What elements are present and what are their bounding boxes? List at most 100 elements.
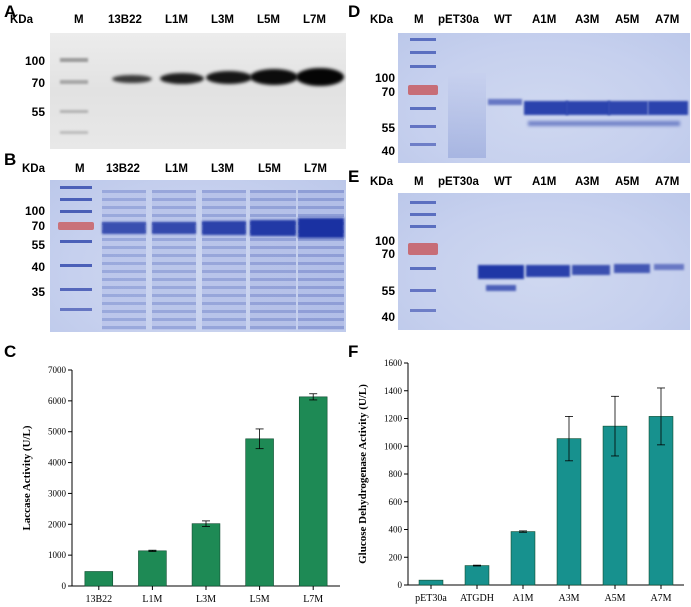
bar: [138, 550, 167, 587]
protein-band: [202, 221, 246, 235]
marker-band-red: [58, 222, 94, 230]
marker-band: [410, 143, 436, 146]
mw-marker-label: 40: [381, 144, 395, 158]
y-axis-label: Glucose Dehydrogenase Activity (U/L): [357, 384, 369, 564]
lane-label: A3M: [575, 14, 600, 26]
marker-band: [60, 288, 92, 291]
marker-band: [60, 131, 88, 134]
laccase-activity-chart: 0 1000 2000 3000 4000 5000 6000 7000 Laccase Act…: [21, 365, 340, 605]
y-tick-label: 200: [389, 552, 403, 562]
protein-band: [112, 75, 152, 83]
marker-band-red: [408, 85, 438, 95]
panel-letter-f: F: [348, 342, 359, 361]
lane-label: L1M: [165, 163, 188, 175]
marker-band-red: [408, 243, 438, 255]
mw-marker-label: 70: [381, 85, 395, 99]
protein-band: [654, 264, 684, 270]
protein-band: [486, 285, 516, 291]
lane-smear: [298, 190, 344, 330]
y-tick-label: 4000: [48, 458, 67, 468]
marker-band: [410, 65, 436, 68]
lane-smear: [152, 190, 196, 330]
lane-label-m: M: [414, 14, 424, 26]
lane-label: pET30a: [438, 14, 479, 26]
x-tick-label: L3M: [196, 594, 216, 605]
mw-marker-label: 100: [374, 71, 395, 85]
mw-marker-label: 70: [31, 76, 45, 90]
y-tick-label: 1000: [48, 550, 67, 560]
x-tick-label: L5M: [250, 594, 270, 605]
lane-label: A5M: [615, 176, 640, 188]
y-tick-label: 600: [389, 497, 403, 507]
marker-band: [60, 186, 92, 189]
marker-band: [410, 267, 436, 270]
mw-marker-label: 40: [31, 260, 45, 274]
sds-page-gel-image: [398, 193, 690, 330]
y-axis-label: Laccase Activity (U/L): [21, 425, 33, 530]
mw-marker-label: 100: [24, 204, 45, 218]
protein-band: [296, 68, 344, 86]
marker-band: [60, 308, 92, 311]
protein-band: [572, 265, 610, 275]
protein-band: [206, 71, 252, 84]
mw-marker-label: 70: [31, 219, 45, 233]
marker-band: [410, 107, 436, 110]
lane-label: pET30a: [438, 176, 479, 188]
lane-label: A1M: [532, 14, 557, 26]
mw-marker-label: 100: [374, 234, 395, 248]
panel-letter-e: E: [348, 167, 360, 186]
protein-band: [152, 222, 196, 234]
x-tick-label: L1M: [142, 594, 162, 605]
lane-label-m: M: [74, 14, 84, 26]
y-tick-label: 5000: [48, 427, 67, 437]
lane-label: 13B22: [106, 163, 140, 175]
protein-band: [524, 101, 568, 115]
bar: [510, 531, 536, 586]
mw-marker-label: 35: [31, 285, 45, 299]
mw-marker-label: 55: [31, 105, 45, 119]
y-tick-label: 0: [62, 581, 67, 591]
bar: [464, 565, 490, 586]
marker-band: [410, 213, 436, 216]
lane-label-m: M: [414, 176, 424, 188]
lane-smear: [102, 190, 146, 330]
bar: [298, 396, 328, 587]
protein-band: [608, 101, 648, 115]
y-tick-label: 800: [389, 469, 403, 479]
protein-band: [298, 218, 344, 238]
marker-band: [60, 240, 92, 243]
lane-label: A5M: [615, 14, 640, 26]
protein-band: [102, 222, 146, 234]
x-tick-label: pET30a: [415, 593, 447, 604]
protein-band: [478, 265, 524, 279]
protein-band: [250, 220, 296, 236]
x-tick-label: 13B22: [85, 594, 112, 605]
marker-band: [410, 51, 436, 54]
y-tick-label: 6000: [48, 396, 67, 406]
bar: [418, 579, 444, 586]
marker-band: [60, 210, 92, 213]
marker-band: [60, 264, 92, 267]
marker-band: [410, 125, 436, 128]
marker-band: [410, 201, 436, 204]
mw-marker-label: 55: [31, 238, 45, 252]
mw-marker-label: 70: [381, 247, 395, 261]
x-tick-label: ATGDH: [460, 593, 494, 604]
y-tick-label: 0: [398, 580, 403, 590]
lane-label: WT: [494, 176, 512, 188]
lane-label: A1M: [532, 176, 557, 188]
lane-label: L1M: [165, 14, 188, 26]
lane-label: WT: [494, 14, 512, 26]
protein-band: [526, 265, 570, 277]
marker-band: [410, 289, 436, 292]
panel-letter-a: A: [4, 2, 17, 21]
marker-band: [410, 225, 436, 228]
lane-label: L7M: [304, 163, 327, 175]
y-tick-label: 1200: [384, 414, 403, 424]
protein-band: [528, 121, 680, 126]
marker-band: [60, 198, 92, 201]
kda-unit-label: KDa: [10, 14, 34, 26]
lane-label: L3M: [211, 163, 234, 175]
lane-label-m: M: [75, 163, 85, 175]
x-tick-label: A5M: [604, 593, 625, 604]
